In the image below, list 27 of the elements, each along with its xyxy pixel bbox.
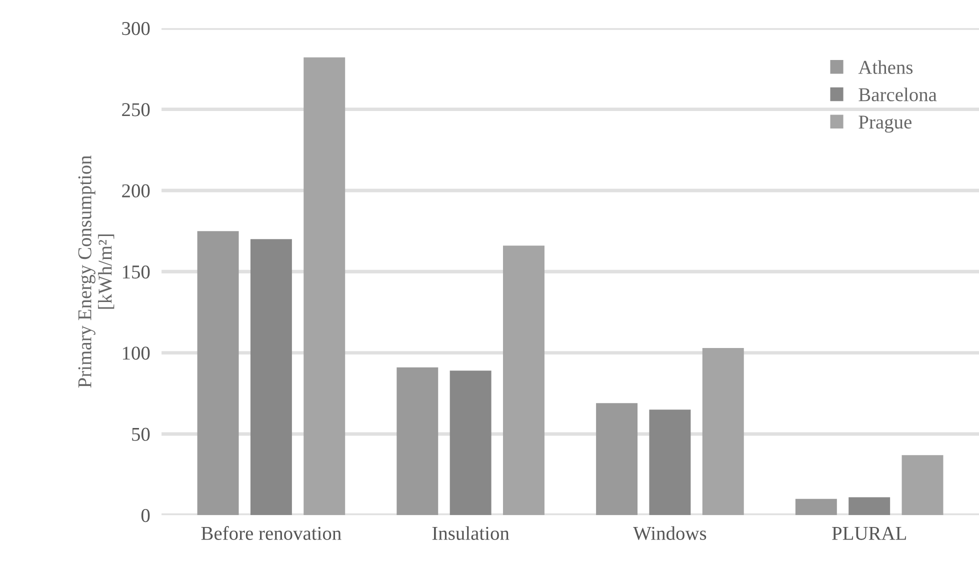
y-tick-label: 250 — [122, 103, 150, 116]
bar — [795, 498, 837, 516]
y-tick-label: 0 — [141, 508, 150, 522]
x-tick-label: Windows — [633, 526, 706, 540]
bar — [848, 497, 890, 516]
bar — [396, 367, 438, 516]
x-tick-label: Insulation — [432, 526, 510, 540]
bar — [304, 57, 346, 516]
bar — [702, 348, 744, 516]
legend-label: Prague — [858, 116, 912, 133]
legend-label: Athens — [858, 60, 913, 74]
legend-label: Barcelona — [858, 88, 937, 102]
y-axis-title: Primary Energy Consumption [kWh/m²] — [78, 155, 114, 388]
x-tick-label: Before renovation — [201, 526, 342, 540]
bar — [450, 370, 492, 516]
y-tick-label: 200 — [122, 184, 150, 198]
x-tick-label: PLURAL — [832, 526, 906, 540]
bar — [649, 410, 691, 516]
bar — [902, 455, 944, 516]
bar — [503, 246, 544, 516]
y-tick-label: 50 — [132, 428, 150, 441]
bar — [197, 231, 239, 516]
y-tick-label: 100 — [122, 346, 150, 360]
bar — [596, 403, 638, 516]
bar — [250, 239, 292, 516]
y-tick-label: 150 — [122, 265, 150, 279]
y-tick-label: 300 — [122, 22, 150, 36]
